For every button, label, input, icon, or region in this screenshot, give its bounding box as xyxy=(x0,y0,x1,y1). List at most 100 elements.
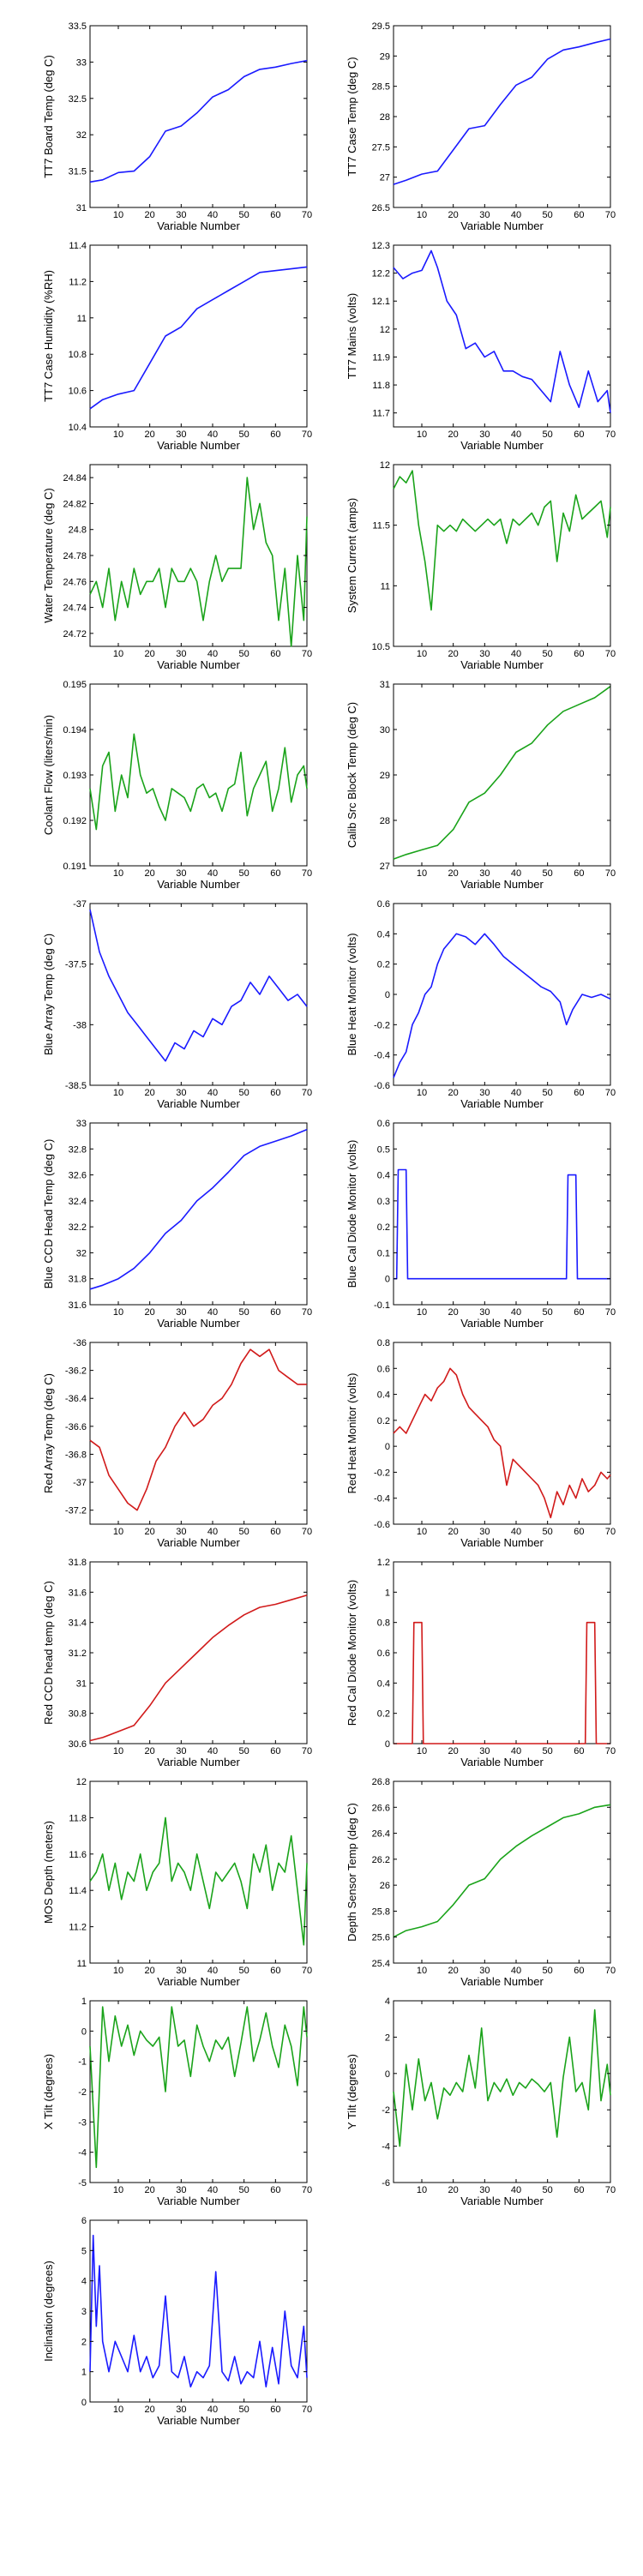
y-tick-label: 24.84 xyxy=(63,473,87,483)
chart-3: 10 20 30 40 50 60 70 10.4 10.6 10.8 11 11.2 11.4 Vari… xyxy=(42,241,312,452)
x-tick-label: 60 xyxy=(574,1307,584,1318)
x-axis-label: Variable Number xyxy=(157,1317,240,1330)
series-line xyxy=(89,909,308,1062)
x-tick-label: 30 xyxy=(479,649,490,659)
x-tick-label: 20 xyxy=(145,2405,155,2415)
y-tick-label: 0.193 xyxy=(63,771,87,781)
series-line xyxy=(393,470,611,611)
y-tick-label: -36.2 xyxy=(65,1366,87,1377)
y-tick-label: 11.7 xyxy=(372,409,390,419)
y-tick-label: -0.4 xyxy=(374,1051,390,1061)
x-tick-label: 20 xyxy=(145,868,155,879)
x-tick-label: 60 xyxy=(574,1966,584,1976)
y-tick-label: 12.3 xyxy=(372,241,390,251)
y-axis-label: Blue Cal Diode Monitor (volts) xyxy=(346,1140,358,1288)
x-axis-label: Variable Number xyxy=(460,1317,544,1330)
x-tick-label: 60 xyxy=(270,1088,280,1098)
y-tick-label: 12 xyxy=(380,325,390,335)
y-tick-label: 25.8 xyxy=(372,1906,390,1917)
y-tick-label: 30.6 xyxy=(69,1739,87,1750)
x-tick-label: 70 xyxy=(605,429,616,440)
y-tick-label: -0.4 xyxy=(374,1494,390,1504)
series-line xyxy=(89,1128,308,1290)
y-tick-label: 31.6 xyxy=(69,1300,87,1311)
x-axis-label: Variable Number xyxy=(460,439,544,452)
x-tick-label: 10 xyxy=(417,1527,427,1537)
x-tick-label: 50 xyxy=(239,1088,249,1098)
y-tick-label: 24.76 xyxy=(63,577,87,587)
y-tick-label: 11.2 xyxy=(69,277,87,287)
chart-1: 10 20 30 40 50 60 70 31 31.5 32 32.5 33 33.5 Variable… xyxy=(42,21,312,232)
y-axis-label: Blue Array Temp (deg C) xyxy=(42,934,55,1055)
x-tick-label: 70 xyxy=(605,1746,616,1756)
x-tick-label: 50 xyxy=(543,1088,553,1098)
y-tick-label: -4 xyxy=(78,2148,87,2159)
x-tick-label: 60 xyxy=(270,1527,280,1537)
x-tick-label: 20 xyxy=(448,1307,459,1318)
x-tick-label: 40 xyxy=(207,429,218,440)
plot-frame xyxy=(393,244,611,428)
y-tick-label: 32.5 xyxy=(69,94,87,105)
chart-19: 10 20 30 40 50 60 70 -5 -4 -3 -2 -1 0 1 Variable Numbe… xyxy=(42,1997,312,2207)
plot-frame xyxy=(393,683,611,867)
x-tick-label: 70 xyxy=(605,1527,616,1537)
x-tick-label: 20 xyxy=(145,1088,155,1098)
x-tick-label: 60 xyxy=(270,1966,280,1976)
y-tick-label: -38 xyxy=(73,1020,87,1030)
y-axis-label: Y Tilt (degrees) xyxy=(346,2054,358,2129)
y-tick-label: 0.4 xyxy=(377,1390,390,1401)
series-line xyxy=(393,249,611,413)
x-axis-label: Variable Number xyxy=(157,1756,240,1768)
x-tick-label: 60 xyxy=(574,2185,584,2195)
x-tick-label: 40 xyxy=(207,1088,218,1098)
x-tick-label: 50 xyxy=(239,210,249,220)
y-axis-label: TT7 Board Temp (deg C) xyxy=(42,55,55,178)
y-tick-label: 30 xyxy=(380,725,390,736)
y-tick-label: 31.2 xyxy=(69,1648,87,1659)
y-tick-label: 0.2 xyxy=(377,1222,390,1233)
plot-frame xyxy=(89,1561,308,1744)
x-axis-label: Variable Number xyxy=(460,1756,544,1768)
y-tick-label: 28 xyxy=(380,816,390,826)
y-tick-label: 26 xyxy=(380,1881,390,1891)
x-tick-label: 40 xyxy=(511,1746,521,1756)
y-tick-label: 11.4 xyxy=(69,1886,87,1896)
x-tick-label: 50 xyxy=(239,1307,249,1318)
x-axis-label: Variable Number xyxy=(157,2414,240,2427)
plot-frame xyxy=(89,1780,308,1964)
y-tick-label: 26.8 xyxy=(372,1777,390,1787)
x-axis-label: Variable Number xyxy=(460,1097,544,1110)
y-tick-label: 1 xyxy=(81,1997,87,2007)
y-tick-label: 33 xyxy=(76,57,87,68)
y-tick-label: 25.4 xyxy=(372,1959,390,1969)
y-tick-label: 0.192 xyxy=(63,816,87,826)
x-tick-label: 20 xyxy=(448,1088,459,1098)
y-tick-label: 1.2 xyxy=(377,1558,390,1568)
plot-frame xyxy=(393,1561,611,1744)
x-tick-label: 20 xyxy=(145,429,155,440)
y-axis-label: TT7 Case Temp (deg C) xyxy=(346,57,358,176)
x-tick-label: 50 xyxy=(239,868,249,879)
y-tick-label: 0.8 xyxy=(377,1618,390,1629)
chart-20: 10 20 30 40 50 60 70 -6 -4 -2 0 2 4 Variable Number Y … xyxy=(346,1997,616,2207)
plot-frame xyxy=(89,903,308,1086)
x-tick-label: 60 xyxy=(574,210,584,220)
x-axis-label: Variable Number xyxy=(460,658,544,671)
x-tick-label: 50 xyxy=(239,1746,249,1756)
y-axis-label: TT7 Case Humidity (%RH) xyxy=(42,270,55,402)
x-tick-label: 50 xyxy=(543,210,553,220)
y-tick-label: 26.2 xyxy=(372,1855,390,1865)
x-tick-label: 30 xyxy=(479,2185,490,2195)
chart-17: 10 20 30 40 50 60 70 11 11.2 11.4 11.6 11.8 12 Variab… xyxy=(42,1777,312,1988)
y-tick-label: -37 xyxy=(73,899,87,910)
y-tick-label: 12 xyxy=(380,460,390,471)
x-tick-label: 10 xyxy=(113,868,123,879)
plot-frame xyxy=(89,244,308,428)
y-tick-label: 24.8 xyxy=(69,525,87,536)
x-tick-label: 40 xyxy=(511,429,521,440)
y-tick-label: 10.8 xyxy=(69,350,87,360)
plot-frame xyxy=(89,2219,308,2403)
x-tick-label: 50 xyxy=(543,1746,553,1756)
x-tick-label: 50 xyxy=(543,429,553,440)
y-tick-label: 31.6 xyxy=(69,1588,87,1598)
